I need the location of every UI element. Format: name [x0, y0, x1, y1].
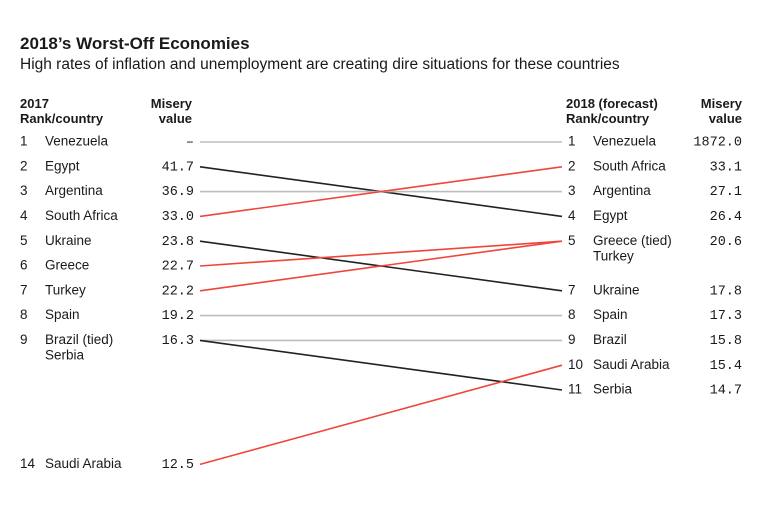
- left-value-header-line2: value: [158, 111, 192, 126]
- right-country-egypt: Egypt: [593, 208, 628, 223]
- left-rank-venezuela: 1: [20, 134, 28, 149]
- left-value-turkey: 22.2: [162, 284, 194, 299]
- right-value-header-line2: value: [708, 111, 742, 126]
- right-value-header-line1: Misery: [700, 96, 742, 111]
- right-rank-header-line1: 2018 (forecast): [566, 96, 658, 111]
- link-line-saudi-arabia: [199, 364, 563, 466]
- left-rank-egypt: 2: [20, 158, 28, 173]
- left-rank-country-header: 2017 Rank/country: [20, 96, 103, 126]
- right-country-saudi-arabia: Saudi Arabia: [593, 357, 670, 372]
- left-value-spain: 19.2: [162, 309, 194, 324]
- link-line-greece: [199, 240, 563, 267]
- left-rank-argentina: 3: [20, 183, 28, 198]
- right-rank-serbia: 11: [568, 382, 582, 397]
- left-value-ukraine: 23.8: [162, 235, 194, 250]
- left-country-ukraine: Ukraine: [45, 233, 92, 248]
- left-value-greece: 22.7: [162, 260, 194, 275]
- right-country-spain: Spain: [593, 307, 628, 322]
- link-line-serbia: [199, 339, 563, 391]
- right-rank-country-header: 2018 (forecast) Rank/country: [566, 96, 658, 126]
- right-value-greece-tied: 20.6: [710, 235, 742, 250]
- left-country-spain: Spain: [45, 307, 80, 322]
- right-value-spain: 17.3: [710, 309, 742, 324]
- right-rank-ukraine: 7: [568, 282, 576, 297]
- left-value-saudi-arabia: 12.5: [162, 458, 194, 473]
- left-rank-turkey: 7: [20, 282, 28, 297]
- right-country-turkey: Turkey: [593, 248, 634, 263]
- right-rank-saudi-arabia: 10: [568, 357, 583, 372]
- right-value-serbia: 14.7: [710, 384, 742, 399]
- left-value-argentina: 36.9: [162, 185, 194, 200]
- right-rank-brazil: 9: [568, 332, 576, 347]
- right-country-ukraine: Ukraine: [593, 282, 640, 297]
- right-rank-venezuela: 1: [568, 134, 576, 149]
- right-value-south-africa: 33.1: [710, 160, 742, 175]
- left-country-brazil-tied: Brazil (tied): [45, 332, 113, 347]
- right-value-argentina: 27.1: [710, 185, 742, 200]
- right-value-ukraine: 17.8: [710, 284, 742, 299]
- right-misery-value-header: Misery value: [694, 96, 742, 126]
- right-value-egypt: 26.4: [710, 210, 742, 225]
- left-country-argentina: Argentina: [45, 183, 103, 198]
- right-country-argentina: Argentina: [593, 183, 651, 198]
- left-value-header-line1: Misery: [150, 96, 192, 111]
- left-rank-header-line1: 2017: [20, 96, 49, 111]
- left-rank-spain: 8: [20, 307, 28, 322]
- left-rank-greece: 6: [20, 258, 28, 273]
- right-country-south-africa: South Africa: [593, 158, 666, 173]
- left-rank-brazil-tied: 9: [20, 332, 28, 347]
- left-rank-header-line2: Rank/country: [20, 111, 104, 126]
- left-value-egypt: 41.7: [162, 160, 194, 175]
- right-rank-header-line2: Rank/country: [566, 111, 650, 126]
- right-rank-spain: 8: [568, 307, 576, 322]
- left-country-saudi-arabia: Saudi Arabia: [45, 456, 122, 471]
- left-misery-value-header: Misery value: [146, 96, 192, 126]
- right-rank-egypt: 4: [568, 208, 576, 223]
- left-value-venezuela: –: [186, 136, 194, 151]
- left-country-serbia: Serbia: [45, 347, 85, 362]
- left-rank-south-africa: 4: [20, 208, 28, 223]
- chart-subtitle: High rates of inflation and unemployment…: [20, 56, 620, 73]
- left-country-turkey: Turkey: [45, 282, 86, 297]
- right-value-saudi-arabia: 15.4: [710, 359, 742, 374]
- left-rank-saudi-arabia: 14: [20, 456, 36, 471]
- left-value-brazil-tied: 16.3: [162, 334, 194, 349]
- right-value-venezuela: 1872.0: [693, 136, 742, 151]
- right-rank-argentina: 3: [568, 183, 576, 198]
- right-country-serbia: Serbia: [593, 382, 633, 397]
- right-value-brazil: 15.8: [710, 334, 742, 349]
- right-country-brazil: Brazil: [593, 332, 627, 347]
- left-country-greece: Greece: [45, 258, 89, 273]
- left-country-south-africa: South Africa: [45, 208, 118, 223]
- link-line-south-africa: [199, 166, 563, 218]
- link-line-turkey: [199, 240, 563, 292]
- left-rank-ukraine: 5: [20, 233, 28, 248]
- chart-title: 2018’s Worst-Off Economies: [20, 34, 250, 53]
- left-value-south-africa: 33.0: [162, 210, 194, 225]
- left-country-egypt: Egypt: [45, 158, 80, 173]
- right-rank-greece-tied: 5: [568, 233, 576, 248]
- left-country-venezuela: Venezuela: [45, 134, 109, 149]
- right-country-venezuela: Venezuela: [593, 134, 657, 149]
- right-country-greece-tied: Greece (tied): [593, 233, 672, 248]
- right-rank-south-africa: 2: [568, 158, 576, 173]
